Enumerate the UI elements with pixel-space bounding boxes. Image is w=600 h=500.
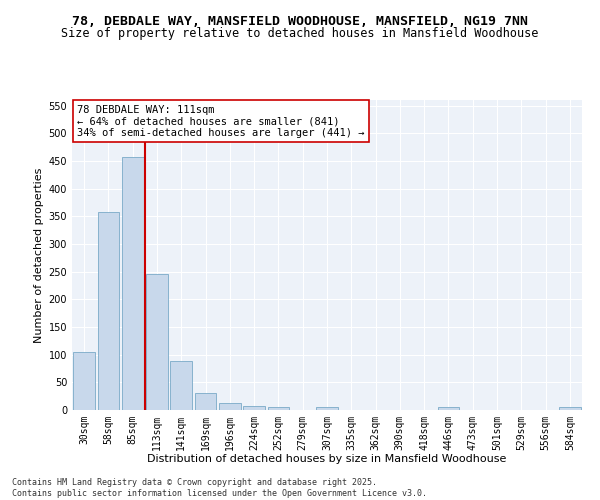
Bar xyxy=(97,212,119,410)
Text: Size of property relative to detached houses in Mansfield Woodhouse: Size of property relative to detached ho… xyxy=(61,28,539,40)
Bar xyxy=(316,407,338,410)
Bar xyxy=(268,407,289,410)
Bar xyxy=(194,394,217,410)
Bar xyxy=(559,407,581,410)
Text: Contains HM Land Registry data © Crown copyright and database right 2025.
Contai: Contains HM Land Registry data © Crown c… xyxy=(12,478,427,498)
Bar xyxy=(170,362,192,410)
Bar xyxy=(219,403,241,410)
Text: 78 DEBDALE WAY: 111sqm
← 64% of detached houses are smaller (841)
34% of semi-de: 78 DEBDALE WAY: 111sqm ← 64% of detached… xyxy=(77,104,365,138)
Bar xyxy=(122,157,143,410)
Y-axis label: Number of detached properties: Number of detached properties xyxy=(34,168,44,342)
Bar xyxy=(146,274,168,410)
Bar xyxy=(73,352,95,410)
Bar xyxy=(243,406,265,410)
Bar xyxy=(437,407,460,410)
X-axis label: Distribution of detached houses by size in Mansfield Woodhouse: Distribution of detached houses by size … xyxy=(148,454,506,464)
Text: 78, DEBDALE WAY, MANSFIELD WOODHOUSE, MANSFIELD, NG19 7NN: 78, DEBDALE WAY, MANSFIELD WOODHOUSE, MA… xyxy=(72,15,528,28)
